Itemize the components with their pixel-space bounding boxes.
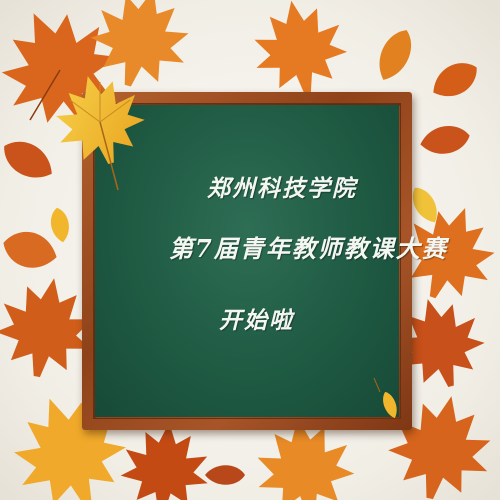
school-name: 郑州科技学院 [207,175,357,202]
chestnut-leaf-icon [426,54,484,106]
start-announcement: 开始啦 [219,307,294,334]
chestnut-leaf-icon [418,122,472,158]
maple-leaf-icon [117,418,213,500]
chestnut-leaf-icon [48,206,72,244]
chestnut-leaf-icon [0,132,60,188]
chestnut-leaf-icon [0,225,62,275]
chestnut-leaf-icon [205,465,245,485]
chalkboard: 郑州科技学院 第7届青年教师教课大赛 开始啦 [95,105,446,417]
chalkboard-frame: 郑州科技学院 第7届青年教师教课大赛 开始啦 [82,92,446,430]
maple-leaf-icon [246,0,354,103]
competition-title: 第7届青年教师教课大赛 [169,234,448,263]
chestnut-leaf-icon [370,24,420,86]
